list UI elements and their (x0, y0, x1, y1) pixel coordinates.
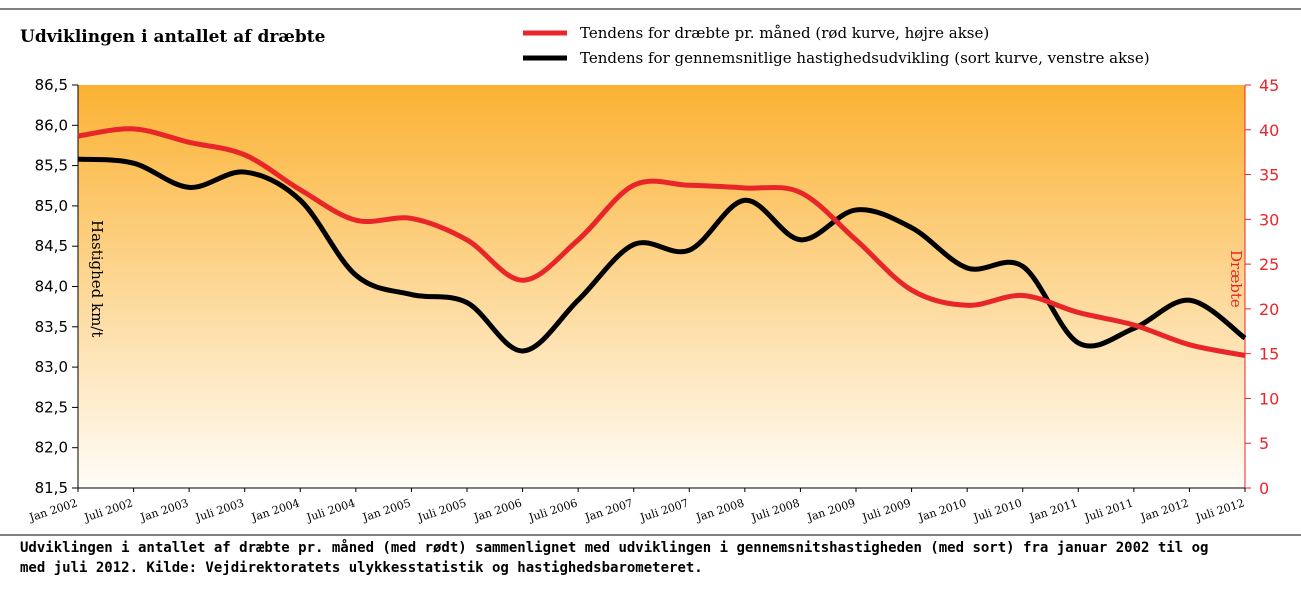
y2-tick-label: 25 (1259, 255, 1279, 274)
x-tick-label: Jan 2007 (583, 496, 635, 524)
y-tick-label: 85,0 (35, 197, 68, 215)
y-axis-label: Hastighed km/t (88, 220, 106, 337)
x-tick-label: Jan 2002 (27, 496, 79, 524)
x-tick-label: Jan 2009 (805, 496, 857, 524)
chart-title: Udviklingen i antallet af dræbte (20, 27, 326, 47)
x-tick-label: Jan 2008 (694, 496, 746, 524)
caption-box: Udviklingen i antallet af dræbte pr. mån… (20, 540, 1209, 576)
y-tick-label: 82,5 (35, 398, 68, 416)
y2-tick-label: 20 (1259, 300, 1279, 319)
x-tick-label: Juli 2009 (860, 496, 913, 524)
y2-tick-label: 15 (1259, 345, 1279, 364)
x-tick-label: Jan 2006 (471, 496, 523, 524)
y2-tick-label: 5 (1259, 434, 1269, 453)
x-tick-label: Jan 2010 (916, 496, 968, 524)
y2-tick-label: 45 (1259, 76, 1279, 95)
y2-axis-label: Dræbte (1227, 250, 1245, 308)
y-tick-label: 86,0 (35, 116, 68, 134)
caption: Udviklingen i antallet af dræbte pr. mån… (20, 540, 1209, 576)
series-line (77, 156, 1247, 354)
x-tick-label: Juli 2005 (415, 496, 468, 524)
y-tick-label: 83,5 (35, 318, 68, 336)
y-tick-label: 86,5 (35, 76, 68, 94)
x-tick-label: Jan 2012 (1138, 496, 1190, 524)
x-tick-label: Juli 2006 (527, 496, 580, 524)
y-tick-label: 82,0 (35, 439, 68, 457)
y-tick-label: 83,0 (35, 358, 68, 376)
y2-tick-label: 40 (1259, 121, 1279, 140)
series-line (77, 126, 1246, 358)
x-tick-label: Jan 2011 (1027, 496, 1079, 524)
x-tick-label: Juli 2004 (304, 496, 357, 524)
y-tick-label: 81,5 (35, 479, 68, 497)
y-tick-label: 84,5 (35, 237, 68, 255)
y2-tick-label: 10 (1259, 389, 1279, 408)
y-tick-label: 84,0 (35, 278, 68, 296)
x-tick-label: Jan 2003 (138, 496, 190, 524)
y2-tick-label: 0 (1259, 479, 1269, 498)
y2-tick-label: 35 (1259, 166, 1279, 185)
y2-tick-label: 30 (1259, 210, 1279, 229)
x-tick-label: Jan 2005 (360, 496, 412, 524)
x-tick-label: Juli 2003 (193, 496, 246, 524)
x-tick-label: Juli 2012 (1193, 496, 1246, 524)
x-tick-label: Juli 2011 (1082, 496, 1135, 524)
x-tick-label: Juli 2010 (971, 496, 1024, 524)
x-tick-label: Juli 2002 (82, 496, 135, 524)
y-tick-label: 85,5 (35, 157, 68, 175)
x-tick-label: Jan 2004 (249, 496, 301, 524)
plot-area (78, 85, 1245, 488)
legend-label: Tendens for gennemsnitlige hastighedsudv… (580, 49, 1150, 67)
x-tick-label: Juli 2007 (638, 496, 691, 524)
x-tick-label: Juli 2008 (749, 496, 802, 524)
legend-label: Tendens for dræbte pr. måned (rød kurve,… (580, 24, 989, 42)
